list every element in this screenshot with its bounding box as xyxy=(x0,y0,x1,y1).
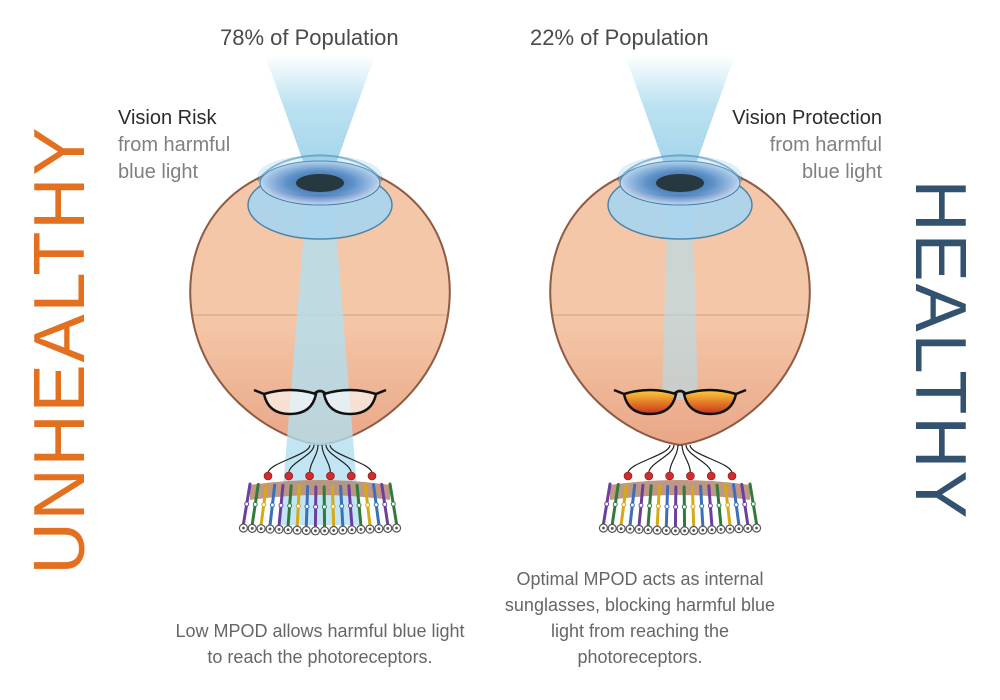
footer-right: Optimal MPOD acts as internal sunglasses… xyxy=(490,566,790,670)
population-left: 78% of Population xyxy=(220,25,399,51)
population-right: 22% of Population xyxy=(530,25,709,51)
label-healthy: HEALTHY xyxy=(904,180,976,521)
eye-diagram-healthy xyxy=(500,55,860,575)
eye-diagram-unhealthy xyxy=(140,55,500,575)
label-unhealthy: UNHEALTHY xyxy=(24,126,96,575)
footer-left: Low MPOD allows harmful blue light to re… xyxy=(170,618,470,670)
